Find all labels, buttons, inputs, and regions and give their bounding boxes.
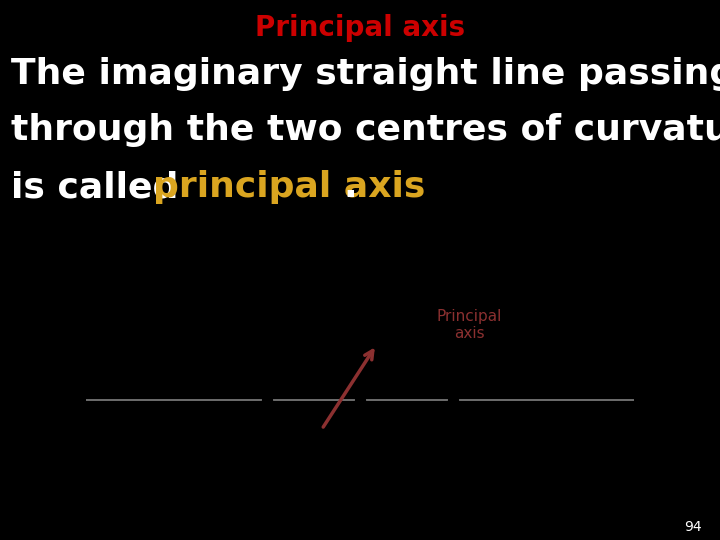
Point bbox=[447, 395, 459, 404]
Text: .: . bbox=[343, 170, 357, 204]
Point bbox=[261, 395, 273, 404]
Text: $C$: $C$ bbox=[353, 432, 367, 450]
Text: $C_2$: $C_2$ bbox=[442, 432, 464, 452]
Point bbox=[354, 395, 366, 404]
Text: Principal
axis: Principal axis bbox=[437, 309, 502, 341]
Text: through the two centres of curvature: through the two centres of curvature bbox=[11, 113, 720, 147]
Text: $C_1$: $C_1$ bbox=[256, 432, 278, 452]
Text: The imaginary straight line passing: The imaginary straight line passing bbox=[11, 57, 720, 91]
Text: Principal axis: Principal axis bbox=[255, 14, 465, 42]
Text: 94: 94 bbox=[685, 519, 702, 534]
Text: principal axis: principal axis bbox=[153, 170, 425, 204]
Text: is called: is called bbox=[11, 170, 191, 204]
